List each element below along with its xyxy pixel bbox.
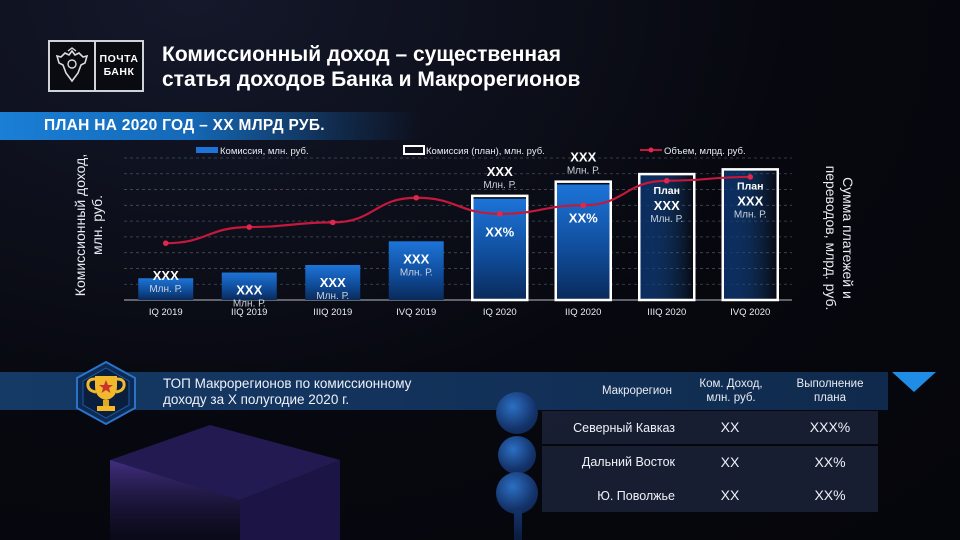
volume-point: [496, 211, 503, 217]
title-line1: Комиссионный доход – существенная: [162, 43, 562, 66]
bar-unit-label: Млн. Р.: [483, 180, 516, 191]
bar-commission: [639, 174, 695, 300]
logo-line1: ПОЧТА: [99, 53, 139, 65]
x-tick-label: IIIQ 2019: [313, 307, 352, 318]
logo-text: ПОЧТА БАНК: [94, 42, 142, 90]
volume-point: [329, 219, 336, 226]
table-cell-income: XX: [720, 419, 740, 435]
table-cell-income: XX: [720, 487, 740, 503]
table-cell-region: Северный Кавказ: [573, 421, 675, 435]
bar-unit-label: Млн. Р.: [567, 166, 600, 177]
ball-decoration: [496, 472, 538, 514]
trophy-icon: [76, 360, 136, 426]
legend-marker-volume: [648, 147, 654, 153]
top-regions-title: ТОП Макрорегионов по комиссионному доход…: [163, 376, 493, 408]
x-tick-label: IQ 2019: [149, 307, 183, 318]
table-cell-plan: XX%: [814, 454, 846, 470]
cube-decoration: [110, 425, 340, 540]
volume-line: [165, 175, 751, 245]
bar-unit-label: Млн. Р.: [149, 284, 182, 295]
x-tick-label: IIIQ 2020: [647, 307, 686, 318]
volume-point: [747, 174, 754, 180]
bar-value-label: XXX: [153, 268, 179, 283]
volume-point: [663, 177, 670, 184]
x-tick-label: IIQ 2020: [565, 307, 601, 318]
top-regions-title-line1: ТОП Макрорегионов по комиссионному: [163, 376, 412, 391]
volume-point: [246, 224, 253, 230]
bar-plan-prefix: План: [654, 185, 680, 197]
table-row: [542, 411, 878, 444]
x-tick-label: IIQ 2019: [231, 307, 267, 318]
trophy-badge: [73, 360, 139, 426]
triangle-decoration-icon: [892, 372, 936, 392]
column-header-plan: Выполнение плана: [796, 378, 864, 404]
table-row: [542, 446, 878, 479]
bar-value-label: XXX: [320, 275, 346, 290]
bar-value-label: XXX: [654, 198, 680, 213]
column-header-income: Ком. Доход, млн. руб.: [699, 378, 763, 404]
table-cell-plan: XXX%: [809, 419, 851, 435]
logo-line2: БАНК: [103, 66, 135, 78]
bar-value-label: XXX: [570, 150, 596, 165]
volume-point: [413, 194, 420, 201]
table-cell-income: XX: [720, 454, 740, 470]
bar-value-label: XXX: [236, 283, 262, 298]
title-line2: статья доходов Банка и Макрорегионов: [162, 68, 581, 91]
bar-unit-label: Млн. Р.: [233, 299, 266, 310]
top-regions-title-line2: доходу за X полугодие 2020 г.: [163, 392, 350, 407]
top-regions-band: [0, 372, 888, 410]
bar-percent-label: XX%: [569, 211, 598, 226]
legend-label-volume: Объем, млрд. руб.: [664, 146, 746, 157]
table-cell-plan: XX%: [814, 487, 846, 503]
bar-value-label: XXX: [737, 193, 763, 208]
bar-commission: [388, 241, 444, 300]
bar-commission: [722, 169, 778, 300]
volume-point: [580, 202, 587, 209]
legend-swatch-commission: [196, 147, 218, 153]
plan-text: ПЛАН НА 2020 ГОД – XX МЛРД РУБ.: [44, 117, 325, 134]
table-row: [542, 479, 878, 512]
bar-unit-label: Млн. Р.: [734, 209, 767, 220]
bar-plan-outline: [638, 172, 696, 302]
ball-stem-decoration: [514, 510, 522, 540]
x-tick-label: IVQ 2020: [730, 307, 770, 318]
plan-banner: [0, 112, 420, 140]
ball-decoration: [496, 392, 538, 434]
bar-value-label: XXX: [487, 164, 513, 179]
bar-unit-label: Млн. Р.: [650, 214, 683, 225]
page-title: Комиссионный доход – существенная статья…: [162, 42, 682, 92]
bar-value-label: XXX: [403, 251, 429, 266]
x-tick-label: IQ 2020: [483, 307, 517, 318]
eagle-emblem-icon: [50, 42, 94, 90]
x-tick-label: IVQ 2019: [396, 307, 436, 318]
bar-commission: [221, 272, 277, 300]
bar-plan-outline: [721, 168, 779, 302]
bar-percent-label: XX%: [485, 225, 514, 240]
bar-unit-label: Млн. Р.: [400, 267, 433, 278]
bar-plan-outline: [554, 180, 612, 302]
bar-plan-outline: [471, 194, 529, 302]
table-cell-region: Дальний Восток: [581, 455, 675, 469]
volume-point: [162, 240, 169, 246]
table-cell-region: Ю. Поволжье: [597, 489, 675, 503]
legend-label-plan: Комиссия (план), млн. руб.: [426, 146, 545, 157]
bar-commission: [305, 264, 361, 300]
bar-unit-label: Млн. Р.: [316, 291, 349, 302]
bank-logo: ПОЧТА БАНК: [48, 40, 144, 92]
bar-commission: [555, 184, 611, 300]
bar-plan-prefix: План: [737, 180, 763, 192]
column-header-region: Макрорегион: [601, 385, 673, 397]
ball-decoration: [498, 436, 536, 474]
legend-swatch-plan: [403, 145, 425, 155]
bar-commission: [138, 278, 194, 300]
legend-label-commission: Комиссия, млн. руб.: [220, 146, 309, 157]
